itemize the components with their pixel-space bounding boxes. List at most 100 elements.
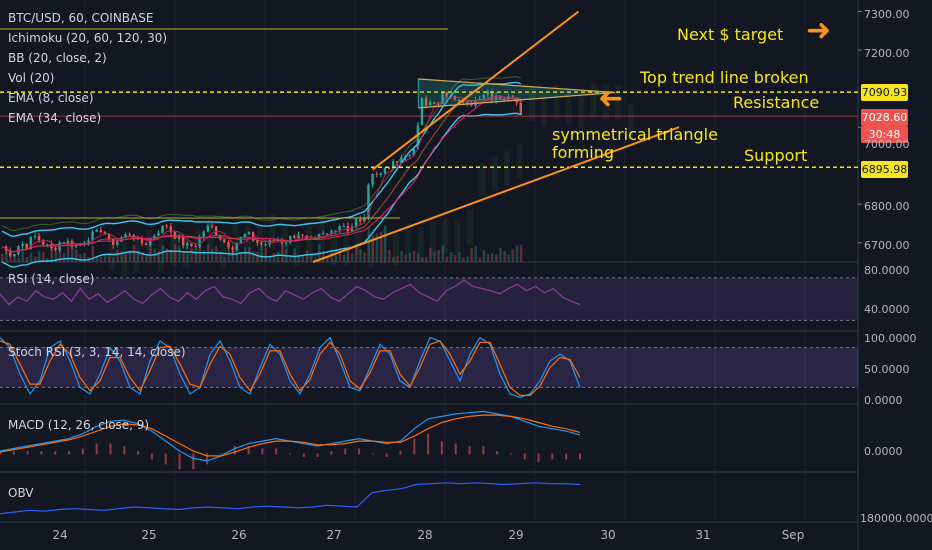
candle-body (519, 102, 523, 115)
rsi-title[interactable]: RSI (14, close) (8, 272, 95, 286)
candle-body (383, 167, 387, 174)
legend-bb[interactable]: BB (20, close, 2) (8, 51, 107, 65)
volume-bar (173, 244, 177, 262)
symbol-title[interactable]: BTC/USD, 60, COINBASE (8, 11, 154, 25)
x-tick-25: 25 (141, 528, 157, 542)
volume-bar (342, 254, 346, 262)
volume-bar (416, 253, 420, 262)
volume-bar (169, 251, 173, 262)
volume-bar (346, 247, 350, 262)
candle-body (243, 233, 247, 237)
stoch-title[interactable]: Stoch RSI (3, 3, 14, 14, close) (8, 345, 186, 359)
x-tick-sep: Sep (781, 528, 805, 542)
volume-bar (309, 253, 313, 262)
candle-body (91, 231, 94, 241)
volume-bar (136, 250, 140, 262)
volume-bar (190, 248, 193, 262)
volume-bar (470, 247, 473, 262)
volume-bar (140, 252, 144, 262)
volume-bar (289, 255, 292, 262)
candle-body (153, 235, 156, 239)
stoch-tick-0: 0.0000 (864, 394, 903, 407)
volume-bar (62, 253, 66, 262)
volume-bar (338, 248, 342, 262)
price-tag-resistance: 7090.93 (861, 84, 908, 101)
volume-bar (297, 255, 300, 262)
volume-bar (198, 245, 202, 262)
volume-bar (449, 252, 453, 262)
candle-body (46, 244, 49, 246)
annotation-resistance: Resistance (733, 93, 820, 112)
x-tick-30: 30 (600, 528, 616, 542)
volume-bar (1, 253, 4, 262)
candle-body (116, 241, 119, 245)
candle-body (251, 231, 255, 241)
stoch-tick-100: 100.0000 (864, 332, 917, 345)
macd-hist-bar (275, 448, 278, 455)
candle-body (128, 234, 131, 236)
volume-bar (120, 251, 123, 262)
volume-bar (79, 254, 82, 262)
volume-bar (313, 257, 317, 262)
candle-body (17, 246, 20, 254)
bb-upper (1, 81, 522, 238)
volume-bar (223, 256, 226, 262)
candle-body (149, 238, 152, 246)
candle-body (445, 92, 448, 97)
candle-body (107, 234, 111, 240)
trend-line-2 (418, 78, 616, 94)
macd-hist-bar (468, 446, 471, 455)
candle-body (161, 225, 164, 233)
volume-bar (215, 246, 218, 262)
volume-bar (260, 245, 263, 262)
macd-hist-bar (164, 453, 167, 465)
candle-body (412, 149, 415, 156)
candle-body (264, 244, 267, 246)
volume-bar (235, 248, 239, 262)
macd-hist-bar (68, 450, 71, 455)
macd-hist-bar (523, 453, 526, 460)
macd-hist-bar (206, 453, 209, 465)
candle-body (478, 98, 481, 101)
candle-body (350, 227, 354, 232)
volume-bar (367, 226, 370, 262)
volume-bar (103, 255, 107, 262)
macd-hist-bar (399, 450, 402, 455)
macd-hist-bar (123, 446, 126, 455)
volume-bar (132, 245, 136, 262)
volume-bar (182, 252, 185, 262)
legend-ema8[interactable]: EMA (8, close) (8, 91, 94, 105)
volume-bar (210, 249, 214, 262)
volume-bar (9, 256, 12, 262)
candle-body (66, 240, 70, 243)
candle-body (223, 239, 226, 243)
volume-bar (441, 245, 445, 262)
candle-body (190, 243, 193, 247)
macd-hist-bar (358, 448, 361, 455)
x-tick-28: 28 (417, 528, 433, 542)
volume-bar (248, 247, 251, 262)
volume-bar (124, 252, 128, 262)
candle-body (25, 243, 28, 250)
legend-vol[interactable]: Vol (20) (8, 71, 55, 85)
candle-body (214, 226, 218, 236)
macd-title[interactable]: MACD (12, 26, close, 9) (8, 418, 150, 432)
volume-bar (83, 252, 86, 262)
volume-bar (231, 250, 235, 262)
legend-ema34[interactable]: EMA (34, close) (8, 111, 102, 125)
y-tick-6800: 6800.00 (864, 200, 910, 213)
volume-bar (408, 252, 412, 262)
candle-body (433, 102, 436, 104)
volume-bar (99, 257, 103, 262)
candle-body (210, 225, 214, 227)
volume-bar (445, 256, 449, 262)
volume-bar (392, 256, 395, 262)
legend-ichimoku[interactable]: Ichimoku (20, 60, 120, 30) (8, 31, 168, 45)
obv-title[interactable]: OBV (8, 486, 34, 500)
macd-hist-bar (537, 453, 540, 462)
obv-line (0, 482, 581, 515)
x-tick-26: 26 (231, 528, 247, 542)
stoch-tick-50: 50.0000 (864, 363, 910, 376)
rsi-line (0, 279, 581, 306)
macd-hist-bar (344, 448, 347, 455)
